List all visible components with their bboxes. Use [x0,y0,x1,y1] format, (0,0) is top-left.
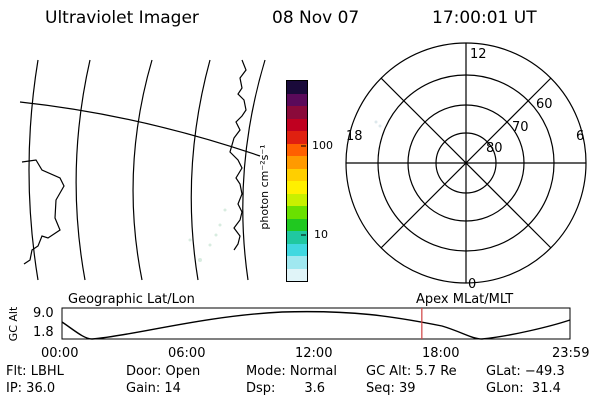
polar-ring-label-70: 70 [512,120,529,135]
status-gain: Gain: 14 [126,381,181,396]
geographic-map [19,59,266,281]
instrument-title: Ultraviolet Imager [45,8,199,28]
polar-ring-label-60: 60 [536,97,553,112]
polar-ring-label-80: 80 [486,141,503,156]
apex-caption: Apex MLat/MLT [416,292,514,307]
color-scale-segment [287,106,307,119]
color-scale-segment [287,131,307,144]
color-scale-segment [287,268,307,281]
color-scale-segment [287,243,307,256]
status-mode: Mode: Normal [246,364,337,379]
polar-label-18: 18 [346,129,363,144]
color-scale-segment [287,218,307,231]
map-longitude-line [28,59,39,281]
altitude-x-tick: 06:00 [168,346,206,361]
status-glon: GLon: 31.4 [486,381,561,396]
color-scale-segment [287,231,307,244]
altitude-plot-frame [61,307,571,340]
polar-label-0: 0 [468,277,477,292]
map-coastline [229,59,247,251]
color-scale-segment [287,168,307,181]
color-scale-segment [287,206,307,219]
colorbar-tick-low: 10 [314,228,328,241]
color-scale-segment [287,93,307,106]
altitude-tick-low: 1.8 [33,325,54,340]
color-scale-segment [287,256,307,269]
map-longitude-line [190,59,211,281]
map-longitude-line [242,59,266,281]
color-scale-bar [286,80,308,282]
status-door: Door: Open [126,364,201,379]
map-longitude-line [132,59,153,281]
altitude-plot [61,307,571,340]
polar-label-6: 6 [576,129,585,144]
date-label: 08 Nov 07 [272,8,360,28]
polar-plot [345,42,587,284]
color-scale-segment [287,118,307,131]
status-ip: IP: 36.0 [6,381,56,396]
color-scale-segment [287,156,307,169]
color-scale-segment [287,181,307,194]
altitude-x-tick: 23:59 [552,346,590,361]
map-longitude-line [75,59,91,281]
altitude-tick-high: 9.0 [33,306,54,321]
status-filter: Flt: LBHL [6,364,64,379]
polar-axis-diagonal [380,77,552,249]
polar-label-12: 12 [470,47,487,62]
map-coastline [21,159,65,265]
altitude-x-tick: 18:00 [422,346,460,361]
altitude-curve [61,310,571,340]
time-label: 17:00:01 UT [432,8,537,28]
status-seq: Seq: 39 [366,381,416,396]
map-latitude-line [19,101,261,157]
altitude-x-tick: 00:00 [41,346,79,361]
status-gc-alt: GC Alt: 5.7 Re [366,364,457,379]
altitude-axis-label: GC Alt [7,306,20,342]
color-scale-segment [287,81,307,94]
status-dsp: Dsp: 3.6 [246,381,326,396]
altitude-x-tick: 12:00 [295,346,333,361]
colorbar-unit-label: photon cm⁻²s⁻¹ [258,144,271,230]
color-scale-segment [287,143,307,156]
color-scale-ticks [301,145,306,236]
status-glat: GLat: −49.3 [486,364,565,379]
colorbar-tick-high: 100 [312,139,333,152]
geographic-caption: Geographic Lat/Lon [68,292,195,307]
color-scale-segment [287,193,307,206]
